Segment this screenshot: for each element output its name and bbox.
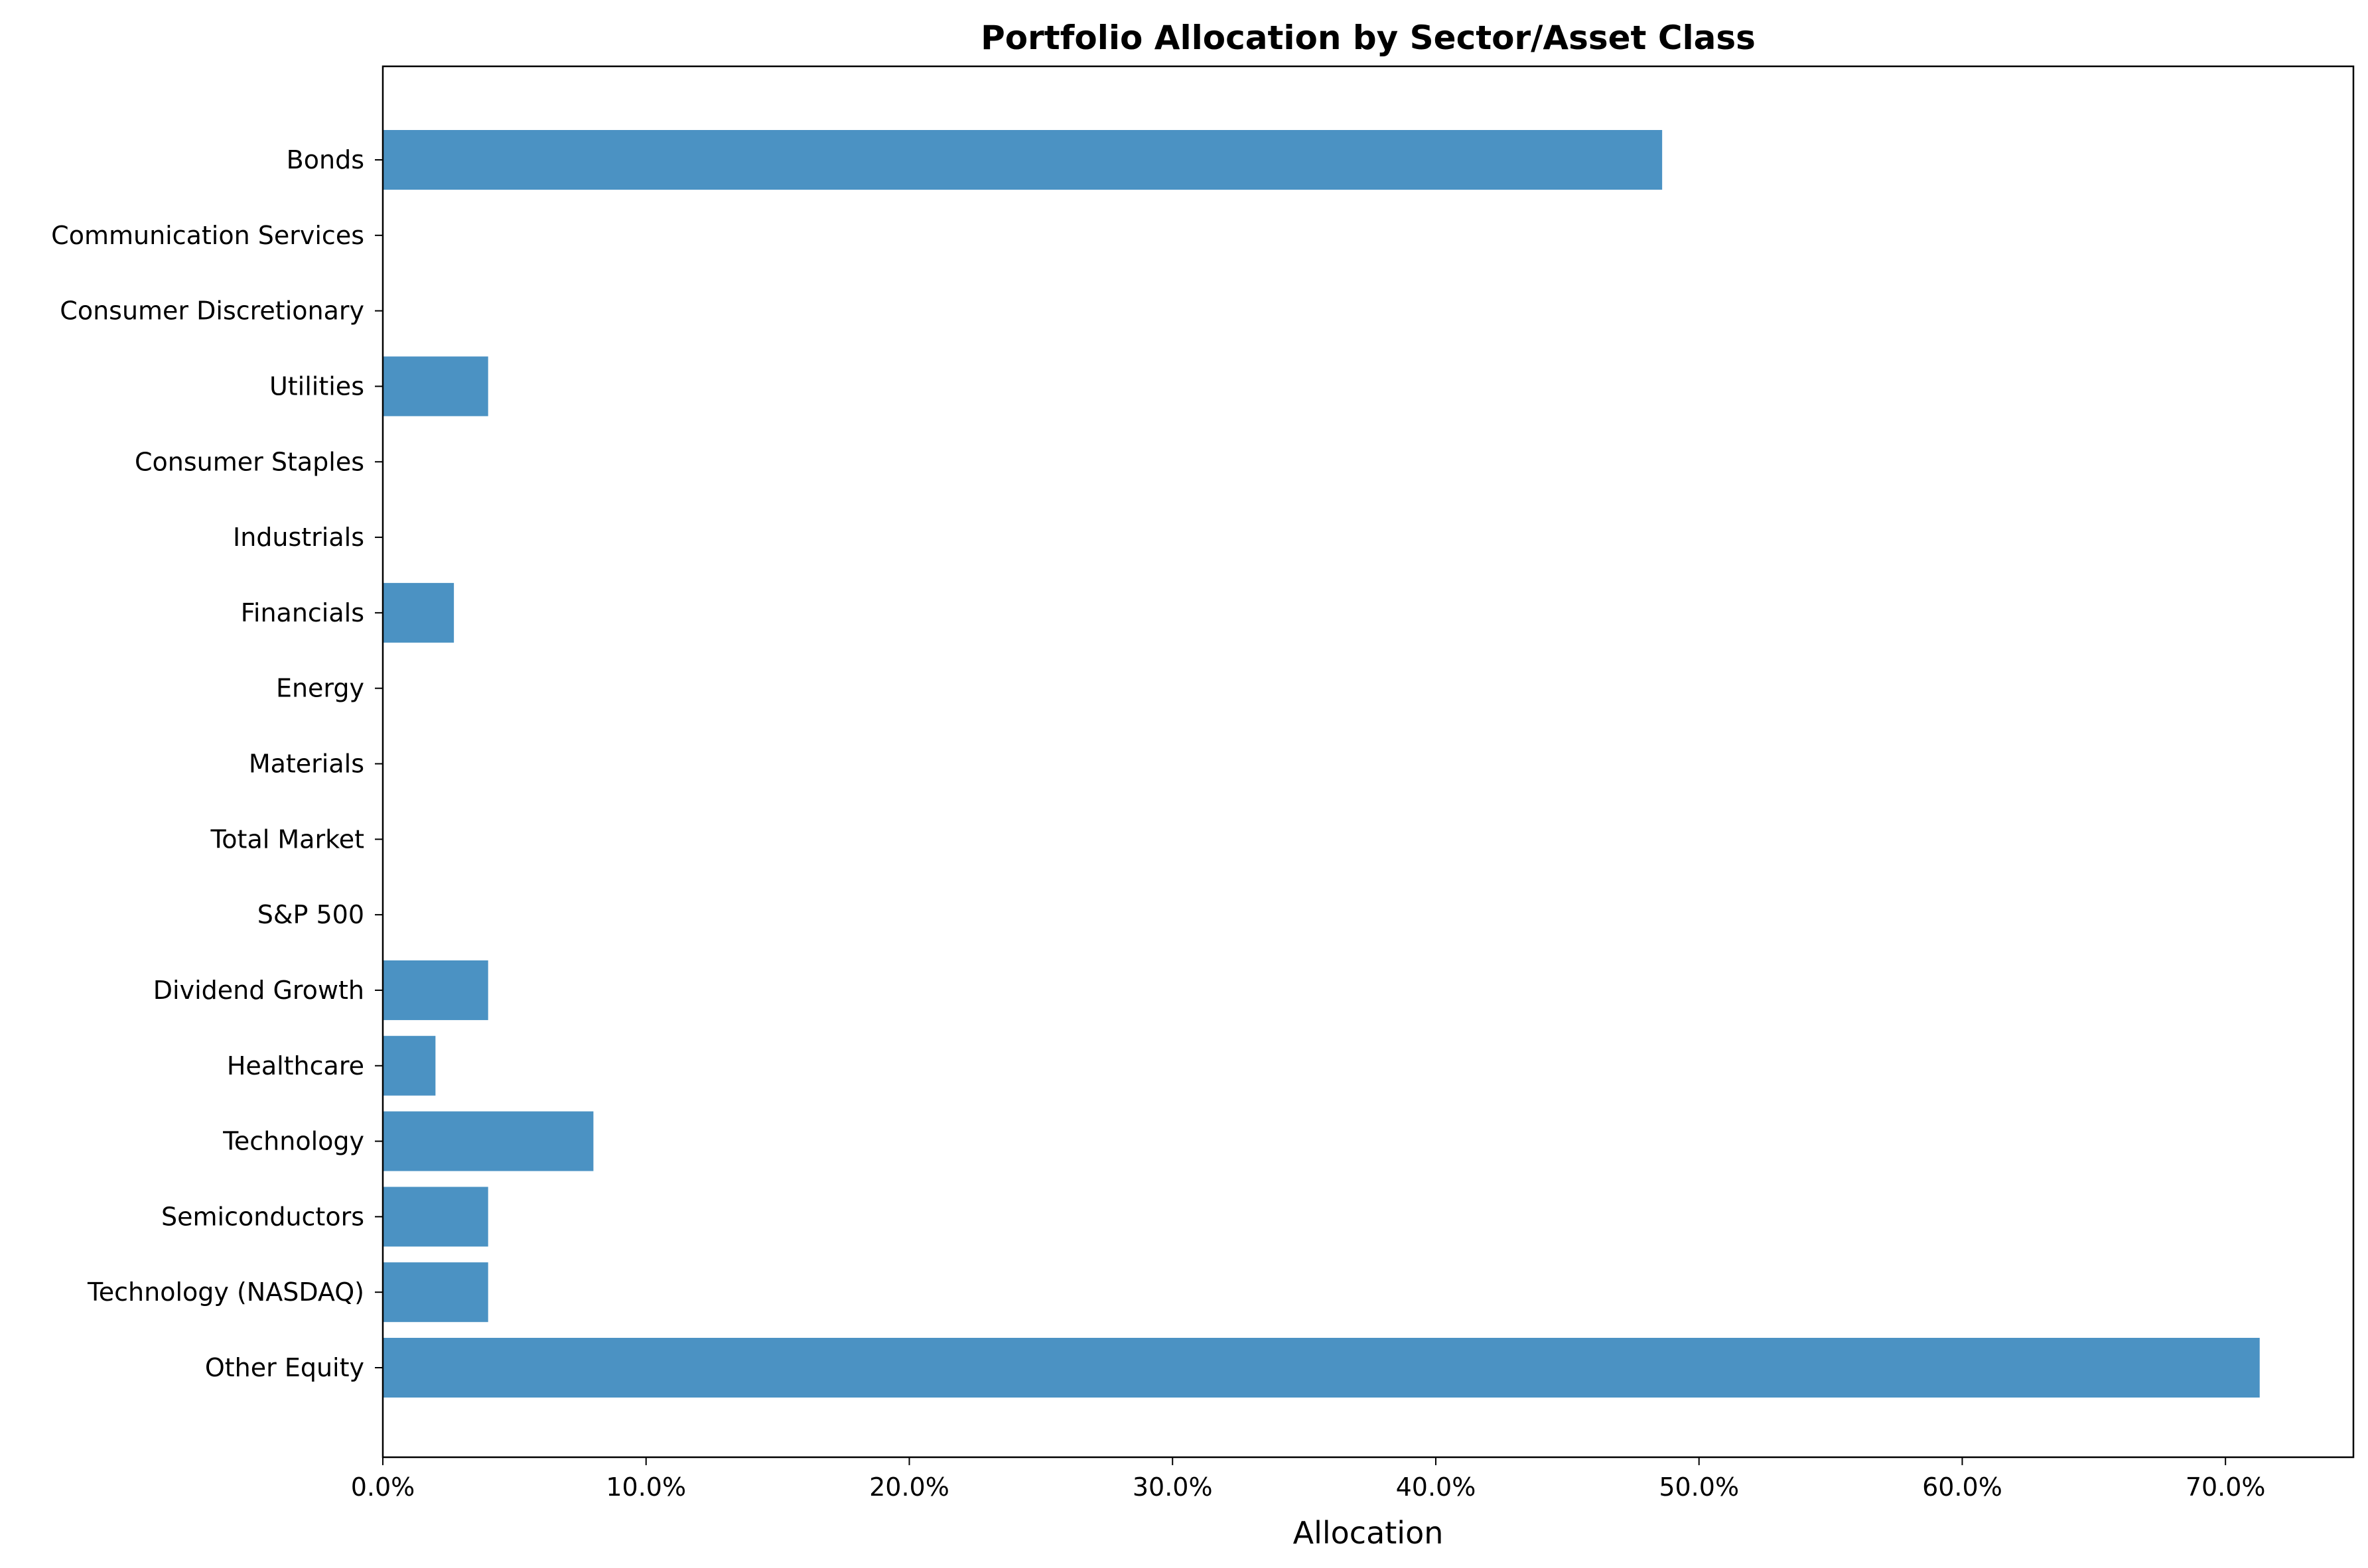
y-axis-ticks: Bonds Communication Services Consumer Disc… xyxy=(51,145,383,1382)
y-tick-label: Utilities xyxy=(269,371,364,401)
x-tick-label: 30.0% xyxy=(1133,1472,1213,1502)
x-tick-label: 10.0% xyxy=(606,1472,686,1502)
x-tick-label: 20.0% xyxy=(869,1472,949,1502)
y-tick-label: Financials xyxy=(241,598,364,627)
y-tick-label: Consumer Discretionary xyxy=(60,296,364,326)
x-tick-label: 0.0% xyxy=(351,1472,415,1502)
y-tick-label: Industrials xyxy=(233,523,364,552)
y-tick-label: Communication Services xyxy=(51,221,364,250)
bar-healthcare xyxy=(383,1035,436,1096)
plot-area-frame xyxy=(382,65,2355,1459)
bars-group xyxy=(383,130,2260,1398)
y-tick-label: Semiconductors xyxy=(161,1202,364,1231)
y-tick-label: Healthcare xyxy=(227,1051,364,1080)
bar-financials xyxy=(383,582,454,643)
x-axis-ticks: 0.0% 10.0% 20.0% 30.0% 40.0% 50.0% 60.0% 70.0% xyxy=(351,1457,2266,1502)
y-tick-label: S&P 500 xyxy=(257,900,364,929)
y-tick-label: Bonds xyxy=(287,145,364,174)
y-tick-label: Technology xyxy=(222,1127,364,1156)
y-tick-label: Energy xyxy=(276,674,364,703)
bar-utilities xyxy=(383,356,488,417)
chart-title: Portfolio Allocation by Sector/Asset Cla… xyxy=(981,19,1756,57)
x-tick-label: 70.0% xyxy=(2186,1472,2266,1502)
x-axis-label: Allocation xyxy=(1293,1515,1444,1551)
y-tick-label: Other Equity xyxy=(205,1353,364,1382)
y-tick-label: Total Market xyxy=(210,824,364,854)
y-tick-label: Materials xyxy=(249,750,364,779)
y-tick-label: Dividend Growth xyxy=(153,976,364,1005)
bar-dividend-growth xyxy=(383,960,488,1020)
x-tick-label: 50.0% xyxy=(1659,1472,1739,1502)
x-tick-label: 60.0% xyxy=(1922,1472,2002,1502)
bar-bonds xyxy=(383,130,1663,190)
x-tick-label: 40.0% xyxy=(1396,1472,1476,1502)
bar-technology xyxy=(383,1111,594,1171)
bar-technology-nasdaq xyxy=(383,1262,488,1323)
y-tick-label: Consumer Staples xyxy=(135,447,364,476)
bar-semiconductors xyxy=(383,1187,488,1247)
y-tick-label: Technology (NASDAQ) xyxy=(87,1277,364,1307)
bar-other-equity xyxy=(383,1338,2260,1398)
